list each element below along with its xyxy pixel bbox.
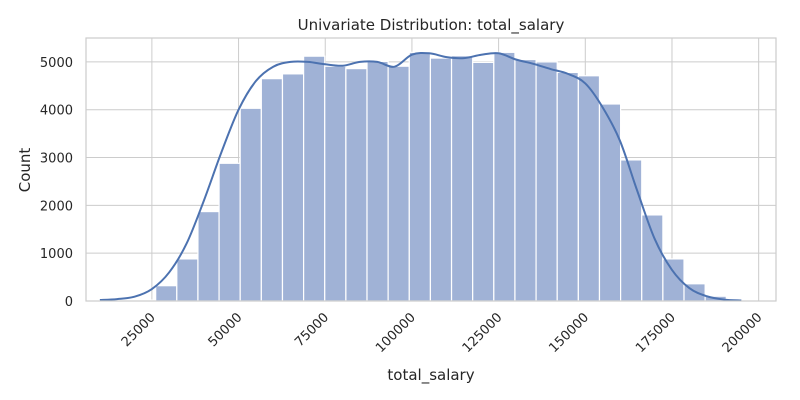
x-tick-labels: 25000 50000 75000 100000 125000 150000 175000 2… <box>119 310 766 356</box>
histogram-bar <box>260 78 284 302</box>
kde-curve <box>99 51 742 302</box>
histogram-bar <box>345 68 368 302</box>
histogram-bar <box>197 210 220 302</box>
y-tick-label: 0 <box>65 295 73 310</box>
x-tick-label: 175000 <box>633 310 679 356</box>
histogram-bar <box>239 107 262 302</box>
histogram-bar <box>281 73 305 302</box>
y-tick-label: 3000 <box>40 152 73 167</box>
histogram-bar <box>535 61 558 302</box>
histogram-bar <box>324 65 347 302</box>
x-tick-label: 100000 <box>373 310 419 356</box>
histogram-bar <box>641 214 664 302</box>
histogram-bar <box>218 162 241 302</box>
chart-title: Univariate Distribution: total_salary <box>298 16 565 35</box>
x-tick-label: 25000 <box>119 310 159 350</box>
bars-layer <box>133 51 727 302</box>
histogram-bar <box>472 61 495 302</box>
histogram-bar <box>155 285 178 302</box>
histogram-bar <box>387 65 410 302</box>
x-tick-label: 150000 <box>546 310 592 356</box>
x-tick-label: 125000 <box>460 310 506 356</box>
histogram-bar <box>408 51 432 302</box>
histogram-bar <box>620 159 643 302</box>
x-tick-label: 75000 <box>292 310 332 350</box>
histogram-bar <box>556 71 579 302</box>
histogram-bar <box>514 58 537 302</box>
y-tick-label: 4000 <box>40 104 73 119</box>
histogram-bar <box>366 60 389 302</box>
x-axis-label: total_salary <box>387 366 474 385</box>
histogram-bar <box>176 258 199 302</box>
x-tick-label: 50000 <box>206 310 246 350</box>
histogram-bar <box>493 51 516 302</box>
y-axis-label: Count <box>16 148 34 193</box>
x-tick-label: 200000 <box>720 310 766 356</box>
histogram-bar <box>429 57 453 302</box>
histogram-bar <box>577 75 601 302</box>
y-tick-label: 1000 <box>40 247 73 262</box>
histogram-bar <box>450 55 474 302</box>
histogram-bar <box>303 55 326 302</box>
plot-frame <box>85 37 777 302</box>
y-tick-label: 2000 <box>40 199 73 214</box>
y-tick-label: 5000 <box>40 56 73 71</box>
y-tick-labels: 0 1000 2000 3000 4000 5000 <box>40 56 73 310</box>
